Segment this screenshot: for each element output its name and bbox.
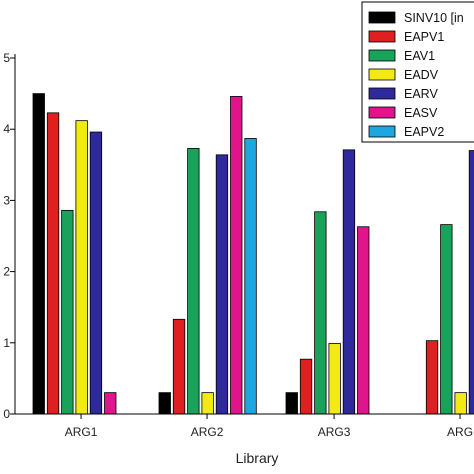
bar-eadv-arg4	[454, 392, 467, 415]
bar-easv-arg2	[230, 96, 243, 415]
y-tick-label: 5	[3, 51, 10, 65]
bar-eadv-arg2	[201, 392, 214, 415]
bar-earv-arg4	[468, 150, 474, 415]
bar-sinv10in-arg3	[285, 392, 298, 415]
bar-eapv2-arg2	[244, 138, 257, 415]
bar-easv-arg3	[357, 226, 370, 415]
x-tick-label: ARG1	[65, 425, 98, 439]
legend-swatch	[368, 30, 396, 43]
legend-label: EADV	[404, 68, 439, 82]
legend-label: EAPV1	[404, 30, 444, 44]
legend-label: EAV1	[404, 49, 435, 63]
bar-eadv-arg1	[75, 120, 88, 415]
bar-eapv1-arg3	[299, 358, 313, 415]
bars-layer	[32, 93, 474, 415]
bar-eav1-arg3	[314, 211, 327, 415]
bar-earv-arg3	[342, 149, 356, 415]
y-tick-label: 0	[3, 407, 10, 421]
bar-sinv10in-arg2	[158, 392, 171, 415]
x-tick-label: ARG3	[318, 425, 351, 439]
legend-swatch	[368, 87, 396, 100]
bar-eav1-arg2	[187, 148, 200, 415]
legend-label: EARV	[404, 87, 438, 101]
x-tick-label: ARG2	[191, 425, 224, 439]
bar-eav1-arg1	[61, 209, 74, 415]
bar-eapv1-arg1	[46, 112, 60, 415]
y-tick-label: 1	[3, 336, 10, 350]
y-tick-label: 3	[3, 193, 10, 207]
bar-eapv1-arg4	[425, 340, 439, 415]
legend: SINV10 [in EAPV1 EAV1 EADV EARV EASV EAPV2	[361, 1, 474, 143]
x-tick-label: ARG	[447, 425, 473, 439]
legend-swatch	[368, 106, 396, 119]
bar-earv-arg1	[89, 131, 103, 415]
y-tick-label: 4	[3, 122, 10, 136]
legend-swatch	[368, 11, 396, 24]
legend-swatch	[368, 125, 396, 138]
x-axis-title: Library	[236, 450, 279, 466]
axes-layer: 0 1 2 3 4 5 ARG1 ARG2 ARG3 ARG	[3, 51, 474, 439]
bar-sinv10in-arg1	[32, 93, 45, 415]
legend-label: SINV10 [in	[404, 11, 464, 25]
bar-earv-arg2	[215, 154, 229, 415]
bar-eav1-arg4	[440, 224, 453, 415]
legend-swatch	[368, 49, 396, 62]
bar-eadv-arg3	[328, 343, 341, 415]
legend-swatch	[368, 68, 396, 81]
bar-eapv1-arg2	[172, 318, 186, 415]
bar-easv-arg1	[104, 392, 117, 415]
legend-label: EASV	[404, 106, 438, 120]
y-tick-label: 2	[3, 265, 10, 279]
legend-label: EAPV2	[404, 125, 444, 139]
